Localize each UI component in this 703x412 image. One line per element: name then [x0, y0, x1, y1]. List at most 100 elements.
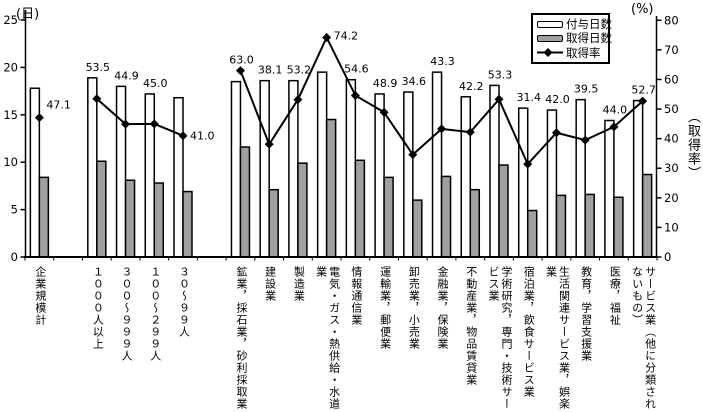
- rate-data-label: 43.3: [430, 55, 455, 68]
- x-category-label: 企業規模計: [33, 266, 47, 326]
- rate-data-label: 63.0: [229, 54, 254, 67]
- legend-item-granted-days: 付与日数: [537, 18, 612, 31]
- bar-taken-days: [469, 188, 481, 258]
- rate-data-label: 74.2: [334, 29, 359, 42]
- bar-taken-days: [613, 196, 624, 258]
- bar-granted-days: [173, 96, 184, 258]
- legend-item-taken-days: 取得日数: [537, 32, 612, 45]
- right-axis-unit-label: (%): [631, 2, 654, 17]
- rate-point: [523, 159, 533, 169]
- right-axis-tick-label: 70: [664, 43, 679, 57]
- rate-point: [494, 94, 504, 104]
- rate-data-label: 39.5: [574, 83, 599, 96]
- x-category-label: １００～２９９人: [148, 266, 162, 362]
- rate-data-label: 48.9: [373, 77, 398, 90]
- bar-granted-days: [316, 71, 328, 258]
- bar-granted-days: [489, 84, 500, 258]
- legend: 付与日数 取得日数 取得率: [531, 13, 612, 64]
- rate-data-label: 44.9: [114, 69, 139, 82]
- bar-granted-days: [115, 85, 127, 258]
- right-axis-tick-label: 80: [664, 13, 679, 27]
- rate-point: [178, 131, 188, 141]
- x-category-label: 宿泊業，飲食サービス業: [522, 266, 536, 398]
- bar-taken-days: [354, 159, 366, 258]
- x-category-label: 医療，福祉: [608, 266, 622, 326]
- rate-data-label: 52.7: [631, 84, 656, 97]
- bar-granted-days: [230, 80, 242, 258]
- x-category-label: 教育，学習支援業: [579, 266, 593, 362]
- left-axis-tick-label: 5: [11, 203, 18, 217]
- bar-taken-days: [412, 199, 423, 258]
- bar-taken-days: [38, 176, 50, 258]
- bar-taken-days: [153, 182, 165, 258]
- rate-point: [149, 119, 159, 129]
- bar-taken-days: [96, 160, 107, 258]
- left-axis-unit-label: (日): [16, 7, 40, 22]
- left-axis-tick-label: 20: [3, 60, 18, 74]
- x-category-label: 電気・ガス・熱供給・水道業: [314, 266, 341, 410]
- category-axis-labels: 企業規模計 １０００人以上 ３００～９９９人 １００～２９９人 ３０～９９人 鉱業，採石業…: [0, 266, 703, 412]
- bar-granted-days: [460, 96, 472, 258]
- rate-point: [264, 139, 274, 149]
- rate-line-swatch-icon: [537, 48, 563, 58]
- bar-granted-days: [345, 78, 357, 258]
- rate-point: [551, 128, 561, 138]
- x-category-label: 生活関連サービス業，娯楽業: [544, 266, 571, 410]
- rate-point: [235, 66, 245, 76]
- rate-point: [322, 32, 332, 42]
- bar-granted-days: [87, 77, 98, 258]
- bar-taken-days: [440, 175, 452, 258]
- bar-granted-days: [632, 99, 644, 258]
- bar-taken-days: [641, 173, 653, 258]
- rate-data-label: 53.2: [287, 64, 312, 77]
- rate-data-label: 38.1: [258, 64, 283, 77]
- rate-data-label: 53.3: [488, 68, 513, 81]
- legend-label-taken-days: 取得日数: [566, 31, 612, 46]
- taken-days-swatch-icon: [537, 34, 563, 42]
- bar-taken-days: [325, 118, 337, 258]
- x-category-label: 運輸業，郵便業: [378, 266, 392, 350]
- rate-point: [580, 135, 590, 145]
- bar-taken-days: [383, 176, 394, 258]
- legend-label-rate: 取得率: [566, 45, 601, 60]
- rate-data-label: 42.0: [545, 93, 570, 106]
- bar-granted-days: [517, 107, 529, 258]
- bar-taken-days: [182, 190, 193, 258]
- bar-granted-days: [29, 87, 41, 258]
- right-axis-tick-label: 50: [664, 102, 679, 116]
- x-category-label: 学術研究，専門・技術サービス業: [487, 266, 513, 410]
- legend-label-granted-days: 付与日数: [566, 17, 612, 32]
- bar-granted-days: [374, 93, 385, 258]
- rate-point: [609, 122, 619, 132]
- rate-point: [638, 96, 648, 106]
- right-axis-tick-label: 20: [664, 191, 679, 205]
- rate-data-label: 44.0: [603, 103, 628, 116]
- rate-point: [34, 113, 44, 123]
- rate-point: [293, 95, 303, 105]
- right-axis-tick-label: 30: [664, 161, 679, 175]
- right-axis-title: （取得率）: [685, 110, 700, 180]
- x-category-label: 建設業: [263, 266, 277, 302]
- x-category-label: 鉱業，採石業，砂利採取業: [234, 266, 248, 410]
- x-category-label: ３０～９９人: [177, 266, 191, 338]
- bar-taken-days: [498, 164, 509, 258]
- rate-data-label: 53.5: [86, 61, 111, 74]
- legend-item-rate: 取得率: [537, 46, 607, 59]
- bar-taken-days: [268, 188, 279, 258]
- rate-data-label: 47.1: [46, 99, 70, 112]
- rate-point: [408, 150, 418, 160]
- rate-data-label: 45.0: [143, 77, 168, 90]
- bar-granted-days: [431, 71, 443, 258]
- rate-data-label: 41.0: [190, 130, 215, 143]
- bar-granted-days: [403, 91, 414, 258]
- rate-line: [96, 97, 184, 137]
- rate-point: [92, 94, 102, 104]
- bar-taken-days: [584, 193, 595, 258]
- right-axis-tick-label: 0: [664, 250, 671, 264]
- rate-data-label: 54.6: [344, 63, 369, 76]
- bar-taken-days: [555, 194, 567, 258]
- x-category-label: 不動産業，物品賃貸業: [464, 266, 478, 386]
- bar-taken-days: [124, 179, 136, 258]
